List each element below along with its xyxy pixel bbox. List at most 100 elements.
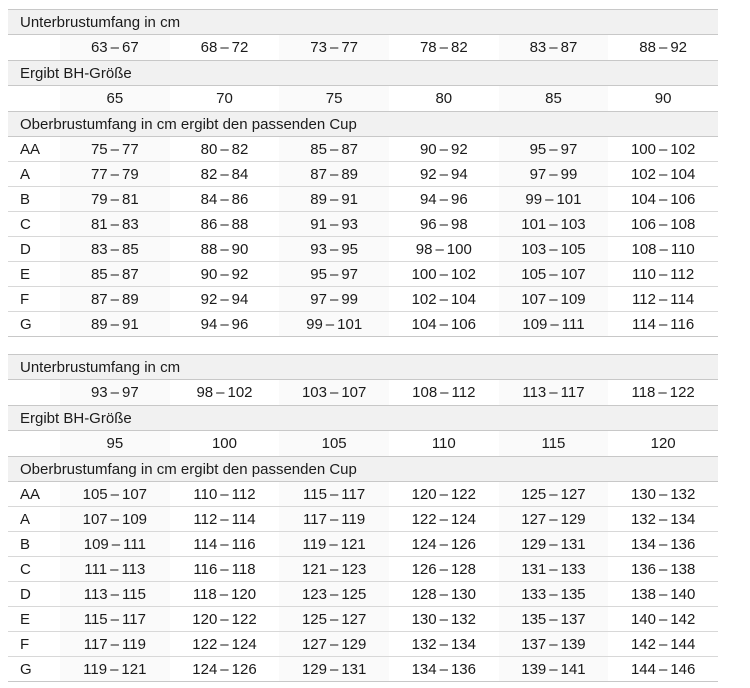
- cup-range-cell: 115 – 117: [279, 481, 389, 507]
- cup-range-cell: 103 – 105: [498, 236, 609, 262]
- cup-range-cell: 101 – 103: [498, 211, 609, 237]
- band-size-values-row: 65 70 75 80 85 90: [8, 85, 718, 112]
- band-size-cell: 105: [279, 430, 389, 457]
- band-size-section-header: Ergibt BH-Größe: [8, 405, 718, 431]
- cup-range-cell: 125 – 127: [279, 606, 389, 632]
- cup-range-cell: 115 – 117: [60, 606, 170, 632]
- cup-range-cell: 129 – 131: [279, 656, 389, 682]
- band-size-cell: 100: [169, 430, 280, 457]
- cup-range-cell: 84 – 86: [169, 186, 280, 212]
- cup-range-cell: 132 – 134: [608, 506, 718, 532]
- cup-range-cell: 81 – 83: [60, 211, 170, 237]
- band-size-cell: 85: [498, 85, 609, 112]
- cup-range-cell: 112 – 114: [169, 506, 280, 532]
- cup-range-cell: 89 – 91: [279, 186, 389, 212]
- cup-range-cell: 87 – 89: [60, 286, 170, 312]
- cup-range-cell: 83 – 85: [60, 236, 170, 262]
- empty-letter-cell: [8, 430, 60, 457]
- cup-row: B 109 – 111 114 – 116 119 – 121 124 – 126 129…: [8, 531, 718, 557]
- cup-range-cell: 132 – 134: [388, 631, 499, 657]
- cup-range-cell: 95 – 97: [279, 261, 389, 287]
- cup-range-cell: 121 – 123: [279, 556, 389, 582]
- cup-range-cell: 144 – 146: [608, 656, 718, 682]
- cup-range-cell: 119 – 121: [60, 656, 170, 682]
- cup-range-cell: 135 – 137: [498, 606, 609, 632]
- underbust-values-row: 93 – 97 98 – 102 103 – 107 108 – 112 113 – 1…: [8, 379, 718, 406]
- cup-range-cell: 85 – 87: [60, 261, 170, 287]
- cup-range-cell: 79 – 81: [60, 186, 170, 212]
- cup-range-cell: 96 – 98: [388, 211, 499, 237]
- band-size-cell: 75: [279, 85, 389, 112]
- cup-range-cell: 128 – 130: [388, 581, 499, 607]
- cup-range-cell: 93 – 95: [279, 236, 389, 262]
- cup-range-cell: 99 – 101: [279, 311, 389, 337]
- underbust-range-cell: 68 – 72: [169, 34, 280, 61]
- cup-row: AA 105 – 107 110 – 112 115 – 117 120 – 122 12…: [8, 481, 718, 507]
- cup-row: F 87 – 89 92 – 94 97 – 99 102 – 104 107 – 109…: [8, 286, 718, 312]
- band-size-cell: 70: [169, 85, 280, 112]
- cup-row: A 77 – 79 82 – 84 87 – 89 92 – 94 97 – 99 102 …: [8, 161, 718, 187]
- cup-range-cell: 123 – 125: [279, 581, 389, 607]
- table-gap: [8, 337, 718, 354]
- cup-range-cell: 117 – 119: [60, 631, 170, 657]
- underbust-range-cell: 118 – 122: [608, 379, 718, 406]
- cup-range-cell: 125 – 127: [498, 481, 609, 507]
- cup-range-cell: 75 – 77: [60, 136, 170, 162]
- cup-letter: F: [8, 631, 60, 657]
- cup-row: E 85 – 87 90 – 92 95 – 97 100 – 102 105 – 107…: [8, 261, 718, 287]
- cup-range-cell: 109 – 111: [498, 311, 609, 337]
- cup-range-cell: 114 – 116: [169, 531, 280, 557]
- cup-row: C 111 – 113 116 – 118 121 – 123 126 – 128 131…: [8, 556, 718, 582]
- cup-letter: G: [8, 656, 60, 682]
- cup-range-cell: 108 – 110: [608, 236, 718, 262]
- empty-letter-cell: [8, 85, 60, 112]
- underbust-range-cell: 73 – 77: [279, 34, 389, 61]
- cup-range-cell: 80 – 82: [169, 136, 280, 162]
- band-size-cell: 120: [608, 430, 718, 457]
- cup-letter: A: [8, 161, 60, 187]
- cup-range-cell: 139 – 141: [498, 656, 609, 682]
- cup-row: C 81 – 83 86 – 88 91 – 93 96 – 98 101 – 103 10…: [8, 211, 718, 237]
- cup-range-cell: 117 – 119: [279, 506, 389, 532]
- cup-range-cell: 100 – 102: [388, 261, 499, 287]
- cup-range-cell: 86 – 88: [169, 211, 280, 237]
- cup-range-cell: 107 – 109: [498, 286, 609, 312]
- cup-range-cell: 133 – 135: [498, 581, 609, 607]
- band-size-values-row: 95 100 105 110 115 120: [8, 430, 718, 457]
- cup-range-cell: 119 – 121: [279, 531, 389, 557]
- underbust-range-cell: 103 – 107: [279, 379, 389, 406]
- cup-letter: AA: [8, 481, 60, 507]
- cup-letter: C: [8, 556, 60, 582]
- cup-letter: AA: [8, 136, 60, 162]
- cup-range-cell: 140 – 142: [608, 606, 718, 632]
- cup-section-header-row: Oberbrustumfang in cm ergibt den passend…: [8, 456, 718, 482]
- cup-row: D 83 – 85 88 – 90 93 – 95 98 – 100 103 – 105 1…: [8, 236, 718, 262]
- cup-range-cell: 110 – 112: [608, 261, 718, 287]
- cup-range-cell: 130 – 132: [388, 606, 499, 632]
- cup-letter: G: [8, 311, 60, 337]
- cup-range-cell: 97 – 99: [498, 161, 609, 187]
- cup-range-cell: 102 – 104: [388, 286, 499, 312]
- cup-range-cell: 130 – 132: [608, 481, 718, 507]
- cup-range-cell: 106 – 108: [608, 211, 718, 237]
- bra-size-table-large-sizes: Unterbrustumfang in cm 93 – 97 98 – 102 103…: [8, 354, 718, 682]
- underbust-range-cell: 88 – 92: [608, 34, 718, 61]
- cup-letter: A: [8, 506, 60, 532]
- empty-letter-cell: [8, 34, 60, 61]
- cup-range-cell: 136 – 138: [608, 556, 718, 582]
- cup-range-cell: 98 – 100: [388, 236, 499, 262]
- cup-range-cell: 124 – 126: [169, 656, 280, 682]
- cup-range-cell: 129 – 131: [498, 531, 609, 557]
- band-size-cell: 65: [60, 85, 170, 112]
- cup-range-cell: 87 – 89: [279, 161, 389, 187]
- cup-row: B 79 – 81 84 – 86 89 – 91 94 – 96 99 – 101 104…: [8, 186, 718, 212]
- cup-range-cell: 124 – 126: [388, 531, 499, 557]
- cup-range-cell: 131 – 133: [498, 556, 609, 582]
- underbust-range-cell: 83 – 87: [498, 34, 609, 61]
- cup-section-header: Oberbrustumfang in cm ergibt den passend…: [8, 111, 718, 137]
- cup-range-cell: 97 – 99: [279, 286, 389, 312]
- cup-range-cell: 142 – 144: [608, 631, 718, 657]
- cup-range-cell: 104 – 106: [608, 186, 718, 212]
- cup-range-cell: 112 – 114: [608, 286, 718, 312]
- band-size-cell: 95: [60, 430, 170, 457]
